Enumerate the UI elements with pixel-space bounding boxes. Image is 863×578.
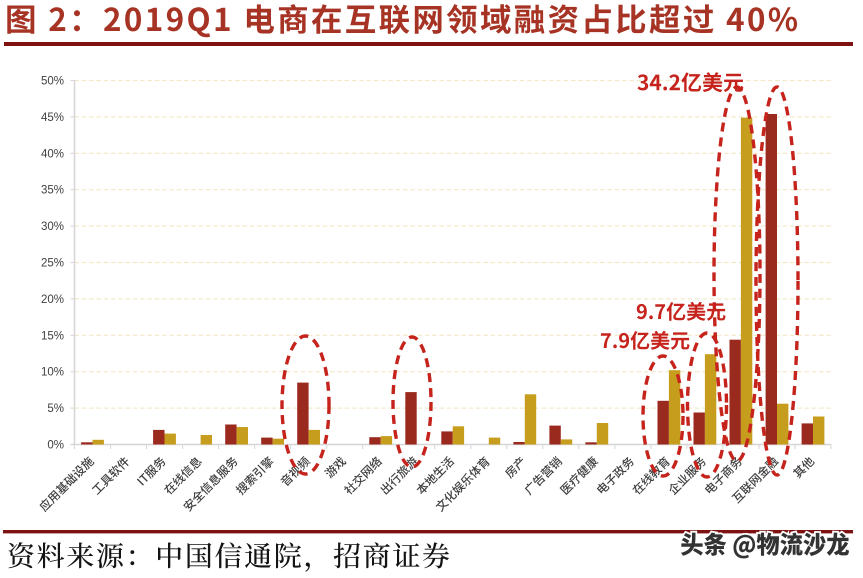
svg-text:15%: 15%	[41, 330, 64, 342]
svg-text:45%: 45%	[41, 112, 64, 124]
svg-text:20%: 20%	[41, 294, 64, 306]
svg-text:30%: 30%	[41, 221, 64, 233]
svg-text:50%: 50%	[41, 76, 64, 88]
svg-text:5%: 5%	[47, 403, 64, 415]
svg-text:40%: 40%	[41, 148, 64, 160]
svg-text:25%: 25%	[41, 258, 64, 270]
svg-text:10%: 10%	[41, 367, 64, 379]
svg-text:35%: 35%	[41, 185, 64, 197]
svg-text:0%: 0%	[47, 440, 64, 452]
